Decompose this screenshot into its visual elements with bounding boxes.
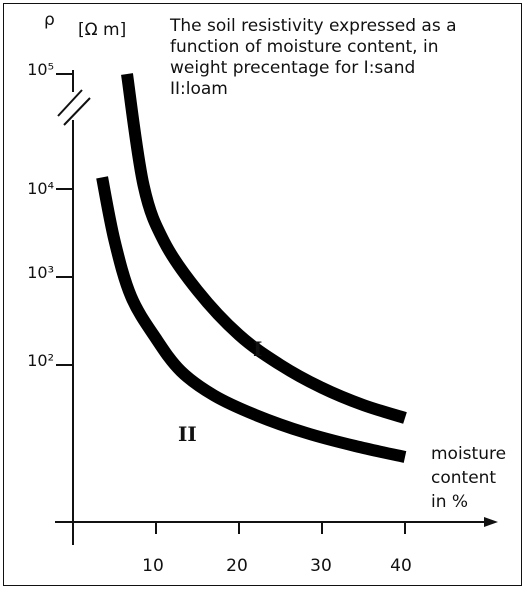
series-curve-I	[121, 73, 407, 424]
x-tick-label: 40	[390, 556, 412, 576]
x-axis-label-line: content	[431, 468, 497, 488]
x-tick-label: 10	[142, 556, 164, 576]
series-label-II: II	[178, 422, 197, 446]
y-tick-label: 10⁴	[27, 179, 54, 198]
x-tick-label: 20	[226, 556, 248, 576]
y-tick-label: 10⁵	[27, 60, 54, 79]
y-axis-unit: [Ω m]	[78, 20, 127, 40]
series-label-I: I	[253, 337, 263, 361]
figure-frame	[3, 3, 522, 586]
curves	[96, 73, 407, 463]
chart-title: The soil resistivity expressed as a func…	[170, 16, 470, 100]
y-axis-symbol: ρ	[44, 10, 55, 30]
axes	[55, 70, 498, 545]
axis-break-mark	[63, 97, 91, 126]
x-axis-arrow	[484, 517, 498, 527]
y-tick-label: 10³	[27, 263, 54, 282]
title-line: weight precentage for I:sand	[170, 58, 416, 78]
y-tick-label: 10²	[27, 351, 54, 370]
title-line: function of moisture content, in	[170, 37, 439, 57]
x-axis-label-line: in %	[431, 492, 469, 512]
x-tick-label: 30	[310, 556, 332, 576]
title-line: II:loam	[170, 79, 228, 99]
axis-break-mark	[57, 89, 83, 117]
x-axis-label-line: moisture	[431, 444, 507, 464]
title-line: The soil resistivity expressed as a	[170, 16, 457, 36]
series-curve-II	[96, 176, 407, 463]
